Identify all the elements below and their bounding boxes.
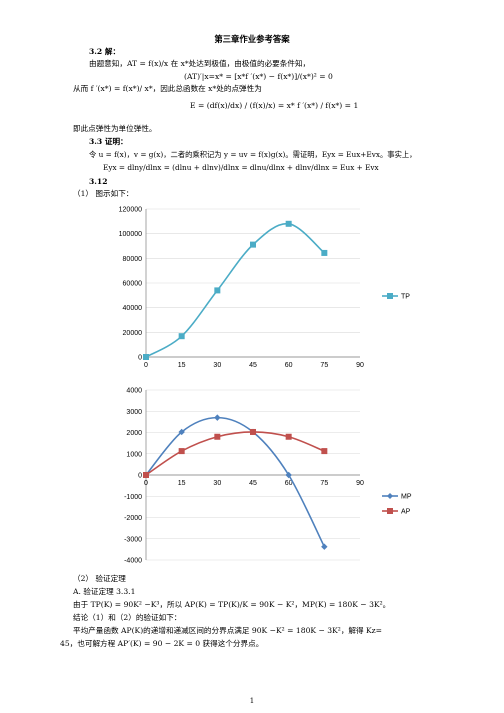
paragraph-line: 平均产量函数 AP(K)的递增和递减区间的分界点满足 90K −K² = 180… [73,626,383,635]
y-tick-label: -4000 [124,558,142,565]
data-point [321,249,328,256]
x-tick-label: 90 [356,362,364,369]
section-3-2-heading: 3.2 解： [89,47,121,56]
y-tick-label: -2000 [124,515,142,522]
tp-chart: 0 20000 40000 60000 80000 100000 120000 0 15 30 45… [119,207,411,370]
x-tick-label: 45 [249,362,257,369]
page-number: 1 [249,697,255,705]
x-tick-label: 75 [320,480,328,487]
y-tick-label: -1000 [124,494,142,501]
data-point [178,448,185,455]
y-tick-label: 0 [138,355,142,362]
x-tick-label: 15 [178,362,186,369]
data-point [285,471,292,479]
paragraph-line: （1） 图示如下： [73,189,134,198]
x-tick-label: 15 [178,480,186,487]
equation-line: Eyx = dlny/dlnx = (dlnu + dlnv)/dlnx = d… [103,163,379,172]
series-line-mp [145,416,326,548]
data-point [321,448,328,455]
data-point [285,220,292,227]
paragraph-line: 即此点弹性为单位弹性。 [73,124,157,133]
x-tick-label: 90 [356,480,364,487]
elasticity-equation: E = (df(x)/dx) / (f(x)/x) = x* f ′(x*) /… [190,101,359,110]
equation-line: (AT)′|x=x* = [x*f ′(x*) − f(x*)]/(x*)² =… [184,72,333,81]
data-point [250,428,256,435]
legend-marker [387,508,393,514]
paragraph-line: 由于 TP(K) = 90K² −K³，所以 AP(K) = TP(K)/K =… [73,600,391,609]
y-tick-label: 100000 [119,231,142,238]
paragraph-line: 45，也可解方程 AP′(K) = 90 − 2K = 0 获得这个分界点。 [60,639,264,648]
series-line-tp [145,222,325,358]
x-tick-label: 0 [144,362,148,369]
y-tick-label: 1000 [126,451,142,458]
data-point [250,241,256,248]
x-tick-label: 0 [144,480,148,487]
y-tick-label: 120000 [119,207,142,214]
y-tick-label: 80000 [123,256,143,263]
legend-marker [387,493,393,499]
y-tick-label: 0 [138,473,142,480]
data-point [143,354,149,360]
data-point [285,433,292,440]
x-tick-label: 75 [320,362,328,369]
data-point [321,543,328,550]
y-tick-label: 2000 [126,430,142,437]
data-point [178,333,185,340]
page-title: 第三章作业参考答案 [214,34,290,44]
section-3-3-heading: 3.3 证明： [89,137,128,146]
paragraph-line: （2） 验证定理 [73,574,126,583]
legend-marker [387,293,393,299]
x-tick-label: 30 [213,480,221,487]
y-tick-label: 40000 [123,305,143,312]
paragraph-line: A. 验证定理 3.3.1 [73,587,136,596]
data-point [214,433,221,440]
y-tick-label: 60000 [123,281,143,288]
data-point [178,428,185,436]
paragraph-line: 结论（1）和（2）的验证如下： [73,613,182,622]
data-point [214,414,221,421]
y-tick-label: 3000 [126,409,142,416]
paragraph-line: 从而 f ′(x*) = f(x*)/ x*，因此总函数在 x*处的点弹性为 [73,84,262,93]
y-tick-label: -3000 [124,536,142,543]
x-tick-label: 30 [213,362,221,369]
data-point [143,472,149,478]
y-tick-label: 4000 [126,388,142,395]
x-tick-label: 45 [249,480,257,487]
x-tick-label: 60 [285,480,293,487]
paragraph-line: 令 u = f(x)，v = g(x)，二者的乘积记为 y = uv = f(x… [89,150,417,159]
data-point [214,287,221,294]
legend-label: AP [401,509,411,516]
legend-label: TP [401,294,410,301]
legend-label: MP [401,494,412,501]
x-tick-label: 60 [285,362,293,369]
paragraph-line: 由题意知，AT = f(x)/x 在 x*处达到极值，由极值的必要条件知， [89,59,311,68]
section-3-12-heading: 3.12 [89,177,108,186]
y-tick-label: 20000 [123,330,143,337]
series-line-ap [145,431,325,476]
